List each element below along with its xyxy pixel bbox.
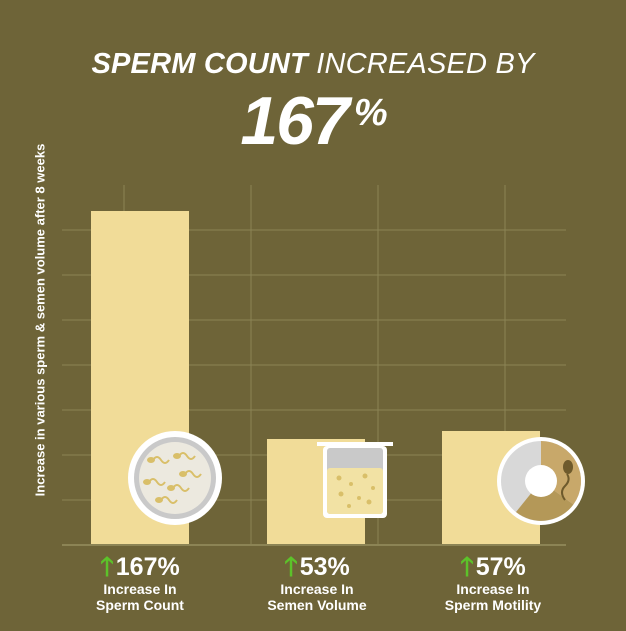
- stat-value: 167%: [115, 553, 180, 581]
- stat-label-line2: Sperm Motility: [444, 597, 542, 613]
- beaker-icon: [317, 442, 393, 518]
- headline-regular-text: INCREASED BY: [316, 48, 535, 80]
- up-arrow-icon: 🡑: [460, 551, 474, 581]
- stat-label-line1: Increase In: [456, 581, 530, 597]
- headline-value: 167%: [0, 82, 626, 160]
- stat-value: 57%: [475, 553, 526, 581]
- stat-label-line2: Semen Volume: [267, 597, 367, 613]
- headline-percent: %: [353, 92, 388, 134]
- stat-semen-volume: 🡑53% Increase In Semen Volume: [232, 552, 402, 613]
- stat-label-line1: Increase In: [103, 581, 177, 597]
- stat-sperm-motility: 🡑57% Increase In Sperm Motility: [408, 552, 578, 613]
- headline-line1: SPERM COUNT INCREASED BY: [0, 48, 626, 81]
- stat-label-line2: Sperm Count: [96, 597, 184, 613]
- headline-number: 167: [240, 83, 349, 159]
- petri-dish-sperm-icon: [128, 431, 222, 525]
- up-arrow-icon: 🡑: [284, 551, 298, 581]
- stat-sperm-count: 🡑167% Increase In Sperm Count: [55, 552, 225, 613]
- stat-label-line1: Increase In: [280, 581, 354, 597]
- sperm-motility-pie-icon: [497, 437, 585, 525]
- headline-bold-text: SPERM COUNT: [91, 48, 308, 80]
- stat-value: 53%: [299, 553, 350, 581]
- up-arrow-icon: 🡑: [100, 551, 114, 581]
